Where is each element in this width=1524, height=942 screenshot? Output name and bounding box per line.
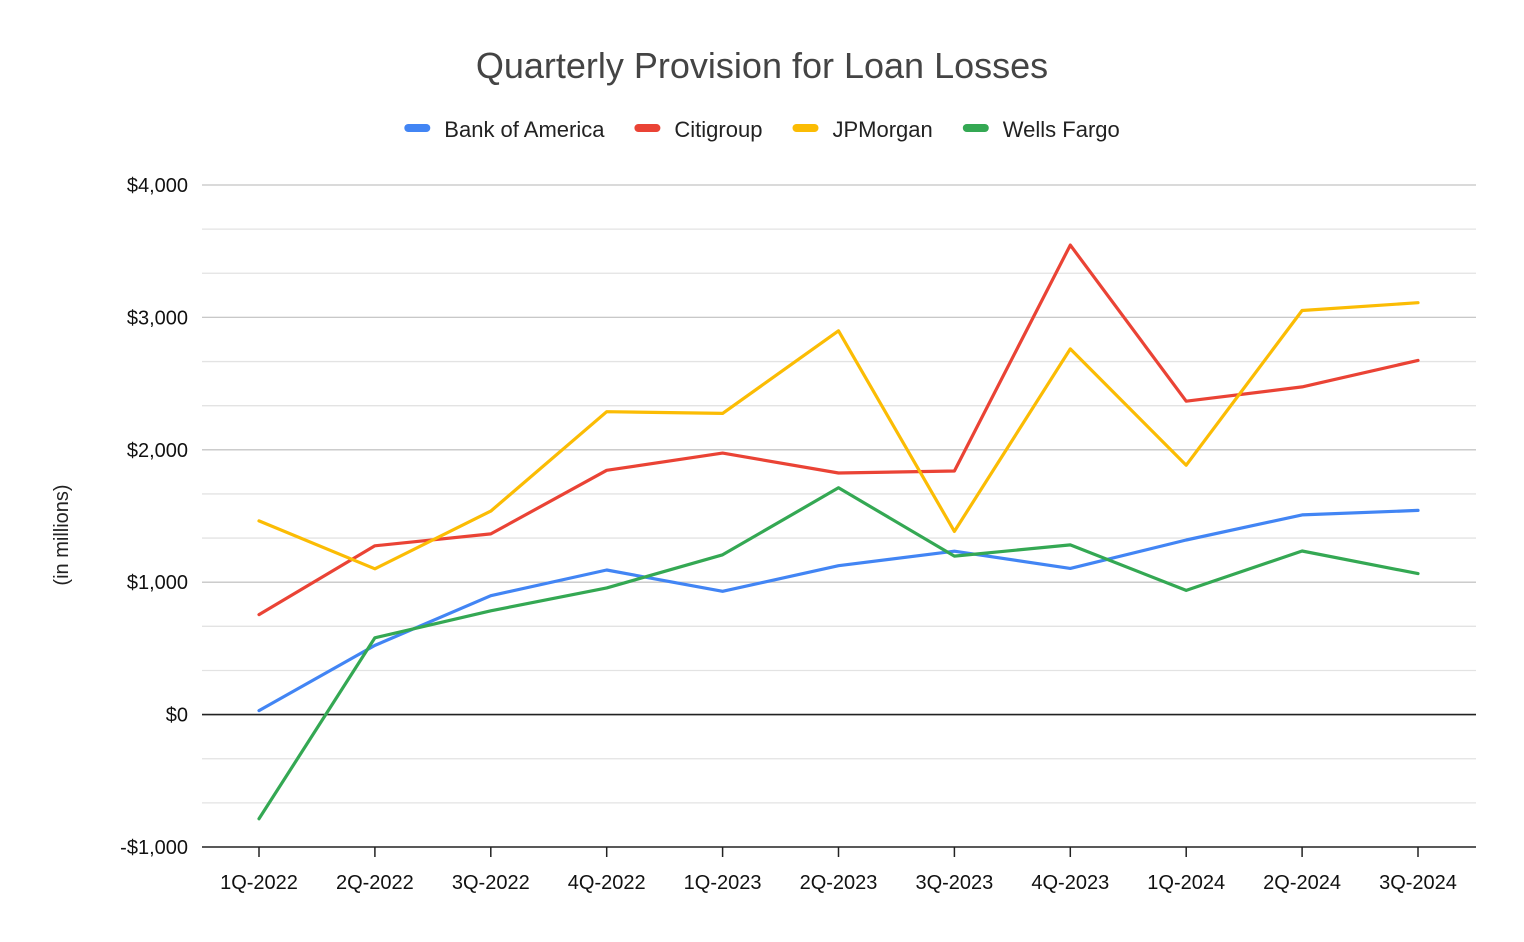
legend-label-bank-of-america: Bank of America <box>444 117 605 142</box>
x-tick-label-2: 3Q-2022 <box>452 872 530 894</box>
series-lines <box>257 243 1420 821</box>
series-line-bank-of-america <box>257 508 1420 713</box>
legend-label-wells-fargo: Wells Fargo <box>1003 117 1120 142</box>
gridlines <box>202 184 1476 848</box>
x-tick-label-1: 2Q-2022 <box>336 872 414 894</box>
legend-item-wells-fargo: Wells Fargo <box>962 117 1120 142</box>
legend-item-bank-of-america: Bank of America <box>404 117 605 142</box>
x-axis: 1Q-2022 2Q-2022 3Q-2022 4Q-2022 1Q-2023 2Q-20… <box>220 847 1457 894</box>
y-axis: -$1,000 $0 $1,000 $2,000 $3,000 $4,000 <box>120 175 188 859</box>
y-tick-label-0: -$1,000 <box>120 837 188 859</box>
x-tick-label-8: 1Q-2024 <box>1147 872 1225 894</box>
legend-label-jpmorgan: JPMorgan <box>833 117 933 142</box>
x-tick-label-6: 3Q-2023 <box>915 872 993 894</box>
x-tick-label-4: 1Q-2023 <box>684 872 762 894</box>
x-tick-label-7: 4Q-2023 <box>1031 872 1109 894</box>
y-tick-label-2: $1,000 <box>127 572 188 594</box>
legend-item-citigroup: Citigroup <box>634 117 762 142</box>
x-tick-label-0: 1Q-2022 <box>220 872 298 894</box>
legend: Bank of America Citigroup JPMorgan Wells Fa… <box>404 117 1120 142</box>
x-tick-label-10: 3Q-2024 <box>1379 872 1457 894</box>
x-tick-label-9: 2Q-2024 <box>1263 872 1341 894</box>
x-tick-label-3: 4Q-2022 <box>568 872 646 894</box>
series-line-jpmorgan <box>257 301 1420 571</box>
chart-title: Quarterly Provision for Loan Losses <box>476 45 1048 86</box>
legend-label-citigroup: Citigroup <box>674 117 762 142</box>
series-line-citigroup <box>257 243 1420 617</box>
legend-swatch-bank-of-america <box>404 124 431 132</box>
y-tick-label-1: $0 <box>166 705 188 727</box>
legend-swatch-citigroup <box>634 124 661 132</box>
y-axis-title: (in millions) <box>51 484 73 585</box>
series-line-wells-fargo <box>257 486 1420 821</box>
legend-item-jpmorgan: JPMorgan <box>792 117 933 142</box>
y-tick-label-3: $2,000 <box>127 440 188 462</box>
x-tick-label-5: 2Q-2023 <box>800 872 878 894</box>
y-tick-label-5: $4,000 <box>127 175 188 197</box>
legend-swatch-jpmorgan <box>792 124 819 132</box>
y-tick-label-4: $3,000 <box>127 307 188 329</box>
legend-swatch-wells-fargo <box>962 124 989 132</box>
